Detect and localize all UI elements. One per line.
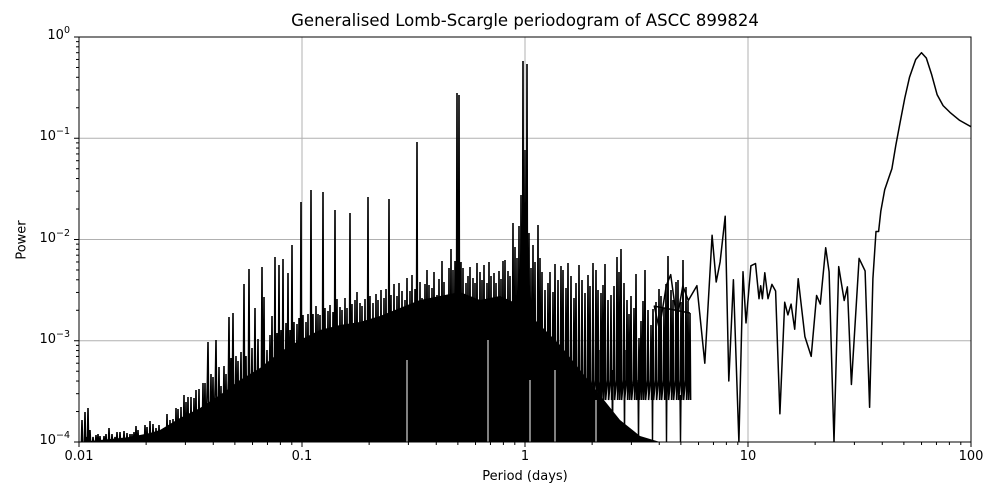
- y-tick-label: 10−2: [39, 227, 70, 246]
- x-tick-label: 100: [958, 449, 984, 464]
- x-tick-label: 10: [739, 449, 757, 464]
- chart-title: Generalised Lomb-Scargle periodogram of …: [291, 11, 759, 30]
- x-tick-label: 1: [520, 449, 530, 464]
- x-tick-label: 0.01: [64, 449, 94, 464]
- y-tick-label: 100: [47, 25, 70, 43]
- x-tick-label: 0.1: [291, 449, 313, 464]
- y-tick-label: 10−3: [39, 328, 70, 347]
- y-tick-label: 10−4: [39, 430, 70, 448]
- axes-frame: [74, 36, 972, 447]
- x-axis-label: Period (days): [482, 469, 568, 484]
- spike-series: [80, 60, 692, 442]
- y-tick-label: 10−1: [39, 126, 70, 145]
- smooth-tail-line: [653, 51, 971, 442]
- periodogram-line: [79, 51, 971, 442]
